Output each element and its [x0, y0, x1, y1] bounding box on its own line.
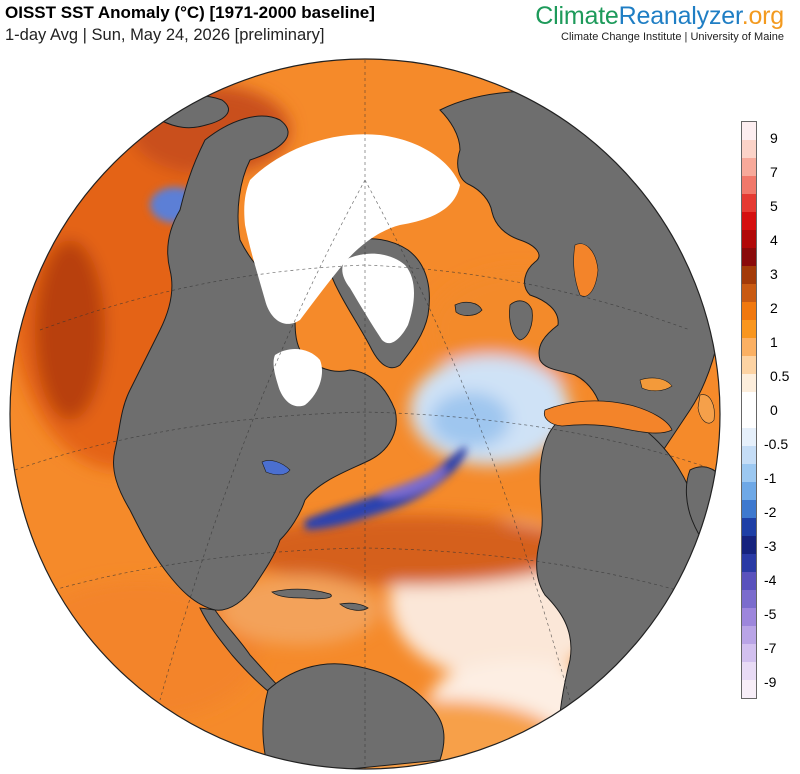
colorbar-segment	[742, 392, 756, 410]
brand-reanalyzer: Reanalyzer	[618, 2, 742, 30]
colorbar-label: -4	[764, 572, 777, 588]
colorbar-segment	[742, 482, 756, 500]
colorbar-label: 0	[770, 402, 778, 418]
colorbar-label: -3	[764, 538, 777, 554]
brand-climate: Climate	[535, 2, 619, 30]
hudson-bay-ice	[273, 348, 323, 407]
colorbar-segment	[742, 194, 756, 212]
land-south-america	[262, 663, 445, 769]
colorbar-segment	[742, 284, 756, 302]
colorbar-segment	[742, 428, 756, 446]
colorbar-label: 0.5	[770, 368, 790, 384]
colorbar-label: -1	[764, 470, 777, 486]
arctic-sea-ice	[244, 134, 460, 324]
colorbar-segment	[742, 518, 756, 536]
colorbar-label: 3	[770, 266, 778, 282]
great-lakes	[261, 460, 291, 476]
colorbar-segment	[742, 500, 756, 518]
colorbar-segment	[742, 356, 756, 374]
colorbar-segment	[742, 140, 756, 158]
colorbar-segment	[742, 410, 756, 428]
colorbar-segment	[742, 158, 756, 176]
cold-anomaly-gulf-stream-core	[380, 466, 447, 499]
baltic-sea	[573, 243, 599, 297]
colorbar-segment	[742, 572, 756, 590]
warm-anomaly-pacific-west	[35, 240, 105, 420]
colorbar-segment	[742, 302, 756, 320]
mediterranean-sea	[543, 400, 673, 434]
colorbar-label: -5	[764, 606, 777, 622]
colorbar-label: -0.5	[764, 436, 789, 452]
brand-tagline: Climate Change Institute | University of…	[561, 31, 784, 43]
colorbar-segment	[742, 662, 756, 680]
land-iceland	[454, 301, 483, 316]
colorbar-label: 7	[770, 164, 778, 180]
land-cuba	[271, 588, 332, 600]
black-sea	[639, 377, 673, 392]
colorbar-label: -2	[764, 504, 777, 520]
colorbar-segment	[742, 680, 756, 698]
colorbar-segment	[742, 248, 756, 266]
graticule	[14, 60, 716, 769]
colorbar-segment	[742, 554, 756, 572]
colorbar-segment	[742, 320, 756, 338]
cool-anomaly-north-atlantic-core	[430, 392, 510, 448]
warm-anomaly-caribbean	[220, 575, 380, 645]
map-subtitle: 1-day Avg | Sun, May 24, 2026 [prelimina…	[5, 26, 325, 44]
colorbar-segment	[742, 536, 756, 554]
greenland-ice-sheet	[342, 253, 414, 344]
colorbar-segment	[742, 644, 756, 662]
colorbar-label: 2	[770, 300, 778, 316]
colorbar-segment	[742, 212, 756, 230]
warm-anomaly-subtropical-atlantic	[240, 515, 580, 585]
colorbar-label: 9	[770, 130, 778, 146]
land-british-isles	[509, 300, 533, 341]
caspian-sea	[697, 394, 715, 424]
colorbar-segment	[742, 374, 756, 392]
colorbar-segment	[742, 464, 756, 482]
colorbar-label: 4	[770, 232, 778, 248]
colorbar-segment	[742, 176, 756, 194]
colorbar	[741, 121, 757, 699]
sst-anomaly-globe	[9, 58, 721, 770]
land-hispaniola	[339, 602, 369, 611]
colorbar-segment	[742, 230, 756, 248]
map-title: OISST SST Anomaly (°C) [1971-2000 baseli…	[5, 3, 375, 22]
colorbar-label: 5	[770, 198, 778, 214]
colorbar-segment	[742, 338, 756, 356]
land-africa	[536, 414, 702, 769]
globe-outline	[9, 58, 721, 770]
colorbar-segment	[742, 590, 756, 608]
colorbar-segment	[742, 626, 756, 644]
land-north-america	[112, 115, 397, 611]
cold-anomaly-gulf-stream	[305, 446, 467, 530]
colorbar-labels: 9 7 5 4 3 2 1 0.5 0 -0.5 -1 -2 -3 -4 -5 -7 -9	[764, 121, 800, 699]
colorbar-segment	[742, 446, 756, 464]
colorbar-label: 1	[770, 334, 778, 350]
colorbar-segment	[742, 608, 756, 626]
colorbar-label: -9	[764, 674, 777, 690]
colorbar-label: -7	[764, 640, 777, 656]
brand-org: .org	[741, 2, 784, 30]
colorbar-segment	[742, 266, 756, 284]
colorbar-segment	[742, 122, 756, 140]
brand-logo[interactable]: ClimateReanalyzer.org	[535, 2, 784, 31]
